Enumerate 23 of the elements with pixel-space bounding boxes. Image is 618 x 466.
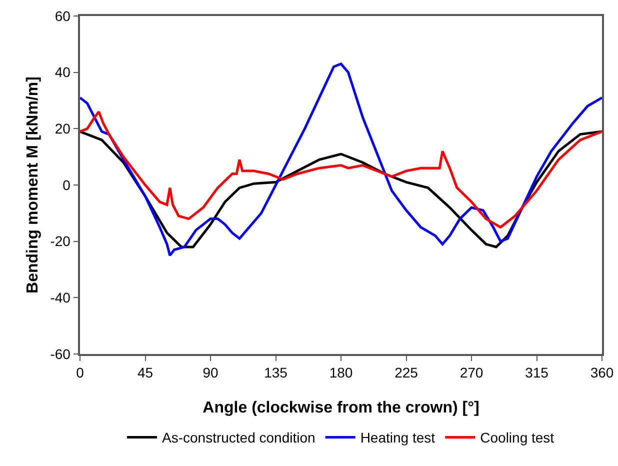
y-axis-title: Bending moment M [kNm/m] [24, 76, 42, 294]
x-tick-label: 315 [525, 364, 549, 381]
x-tick-label: 225 [394, 364, 418, 381]
x-tick-label: 0 [76, 364, 84, 381]
line-series [80, 62, 602, 257]
x-tick-label: 45 [137, 364, 154, 381]
line-series [80, 110, 602, 228]
x-tick-label: 360 [590, 364, 614, 381]
legend-label: Heating test [360, 430, 436, 446]
y-tick-label: -60 [50, 346, 71, 362]
x-axis-title: Angle (clockwise from the crown) [°] [202, 400, 480, 416]
x-tick-label: 135 [264, 364, 288, 381]
x-tick-label: 180 [329, 364, 353, 381]
y-tick-label: -20 [50, 233, 71, 250]
y-tick-label: 20 [54, 120, 71, 137]
legend-label: Cooling test [480, 430, 554, 446]
y-tick-label: 60 [54, 8, 71, 24]
y-tick-label: 40 [54, 64, 71, 80]
y-tick-label: 0 [62, 176, 71, 193]
legend-label: As-constructed condition [162, 430, 316, 446]
x-tick-label: 270 [460, 364, 484, 381]
y-tick-label: -40 [50, 290, 71, 306]
x-tick-label: 90 [202, 364, 218, 381]
